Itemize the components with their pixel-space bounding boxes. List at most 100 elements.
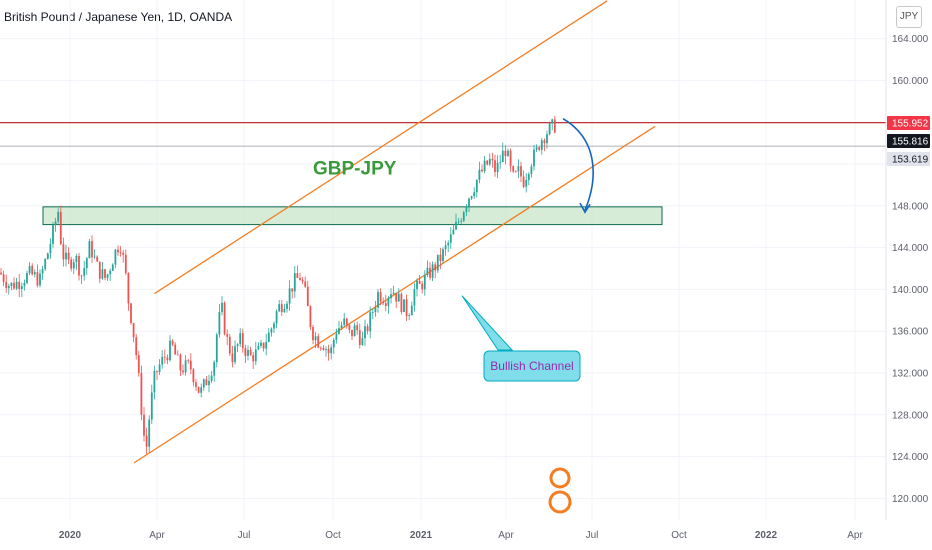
candle-body	[481, 169, 483, 172]
candle-body	[148, 419, 151, 447]
candle-body	[260, 342, 262, 346]
candle-body	[44, 259, 47, 270]
candle-body	[234, 346, 236, 363]
candle-body	[442, 249, 444, 261]
candle-body	[325, 349, 327, 350]
candle-body	[140, 373, 143, 415]
candle-body	[135, 337, 138, 356]
candle-body	[150, 392, 153, 420]
candle-body	[67, 252, 70, 260]
price-label-text: 155.816	[892, 137, 929, 148]
candle-body	[353, 325, 356, 337]
candle-body	[496, 162, 499, 173]
candle-body	[158, 364, 161, 372]
candle-body	[436, 254, 439, 271]
candle-body	[377, 292, 379, 308]
candle-body	[197, 386, 200, 393]
candle-body	[551, 119, 554, 124]
candle-body	[93, 256, 96, 258]
candle-body	[262, 342, 265, 349]
y-tick-label: 120.000	[892, 494, 929, 505]
candle-body	[5, 281, 8, 289]
candle-body	[283, 308, 286, 313]
candle-body	[382, 301, 385, 304]
candle-body	[478, 169, 481, 180]
candle-body	[455, 221, 457, 230]
candle-body	[109, 270, 112, 275]
price-axis: 164.000 160.000 148.000 144.000 140.000 136.0…	[892, 34, 929, 505]
candle-body	[213, 362, 216, 376]
candle-body	[400, 293, 403, 313]
candle-body	[483, 160, 486, 172]
candle-body	[275, 311, 278, 324]
y-tick-label: 132.000	[892, 368, 929, 379]
candle-body	[525, 179, 528, 187]
candle-body	[338, 328, 340, 334]
candle-body	[462, 212, 465, 221]
x-tick-label: Apr	[498, 530, 514, 541]
candle-body	[317, 336, 320, 348]
pair-label[interactable]: GBP-JPY	[313, 158, 397, 179]
price-label-text: 153.619	[892, 155, 929, 166]
candle-body	[153, 371, 156, 393]
support-zone[interactable]	[42, 206, 663, 226]
candle-body	[304, 281, 307, 287]
candle-body	[18, 281, 21, 289]
candle-body	[449, 234, 452, 243]
candle-body	[252, 355, 255, 362]
candle-body	[137, 355, 140, 374]
y-tick-label: 160.000	[892, 76, 929, 87]
candle-body	[403, 299, 405, 313]
candle-body	[244, 348, 247, 356]
price-label-bg	[887, 134, 930, 148]
x-tick-label: Apr	[847, 530, 863, 541]
bullish-channel-callout[interactable]: Bullish Channel	[461, 295, 581, 382]
candle-body	[535, 147, 538, 150]
y-tick-label: 144.000	[892, 243, 929, 254]
candle-body	[509, 150, 512, 167]
candle-body	[174, 344, 177, 355]
candle-body	[122, 252, 125, 255]
candle-body	[291, 288, 294, 292]
candle-body	[72, 262, 75, 269]
candle-body	[408, 315, 411, 317]
y-tick-label: 136.000	[892, 327, 929, 338]
candle-body	[184, 360, 187, 373]
candle-body	[249, 349, 252, 356]
candle-body	[52, 224, 54, 244]
candle-body	[163, 356, 166, 358]
candle-body	[322, 348, 325, 350]
candle-body	[182, 370, 184, 373]
channel-upper-line[interactable]	[154, 0, 608, 295]
candle-body	[501, 150, 504, 163]
candle-body	[241, 333, 244, 349]
candle-body	[75, 255, 78, 263]
candle-body	[265, 341, 268, 349]
candle-body	[210, 375, 213, 381]
candle-body	[465, 206, 468, 213]
candle-body	[340, 325, 343, 329]
candle-body	[78, 255, 80, 276]
x-tick-label: Jul	[238, 530, 251, 541]
channel-lower-line[interactable]	[133, 125, 656, 464]
price-label: 153.619	[887, 152, 930, 166]
candle-body	[83, 268, 86, 276]
candle-body	[195, 382, 197, 387]
candle-body	[301, 280, 304, 282]
candle-body	[156, 371, 158, 372]
candle-body	[306, 286, 309, 307]
candle-body	[452, 229, 455, 235]
candle-body	[470, 196, 473, 199]
candle-body	[332, 339, 335, 348]
candle-body	[345, 318, 348, 325]
projection-arrow[interactable]	[562, 118, 594, 211]
currency-badge[interactable]: JPY	[896, 6, 922, 28]
candle-body	[527, 173, 530, 180]
y-tick-label: 128.000	[892, 410, 929, 421]
candle-body	[124, 254, 127, 273]
candle-body	[486, 160, 489, 165]
projection-arrow-head	[579, 202, 591, 214]
candle-body	[231, 353, 234, 363]
price-label: 155.952	[887, 116, 930, 130]
